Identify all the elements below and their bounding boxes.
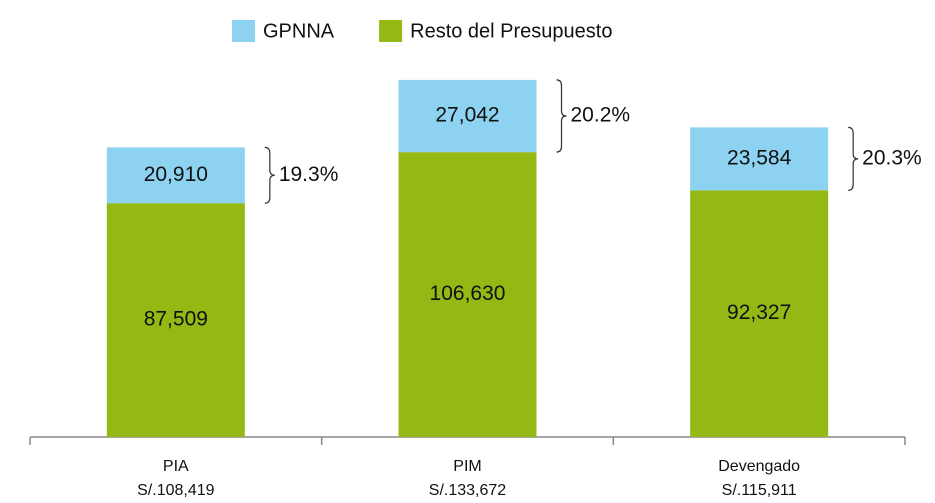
data-label: 27,042 <box>435 104 499 127</box>
data-label: 20,910 <box>144 163 208 186</box>
bar-segment <box>106 203 245 437</box>
bracket <box>556 79 567 153</box>
legend-label: GPNNA <box>263 20 335 42</box>
x-tick-sublabel: S/.115,911 <box>722 482 797 499</box>
x-tick-label: PIA <box>163 458 189 475</box>
x-tick-label: PIM <box>453 458 481 475</box>
x-tick-label: Devengado <box>718 458 800 475</box>
data-label: 23,584 <box>727 146 792 169</box>
annotation: 20.2% <box>571 104 631 127</box>
data-label: 106,630 <box>430 282 506 305</box>
bar-segment <box>398 152 537 437</box>
data-label: 92,327 <box>727 301 791 324</box>
bracket <box>264 146 275 204</box>
x-tick-sublabel: S/.133,672 <box>429 482 507 499</box>
x-tick-sublabel: S/.108,419 <box>137 482 215 499</box>
bar-segment <box>690 127 829 191</box>
data-label: 87,509 <box>144 308 208 331</box>
bar-segment <box>106 147 245 204</box>
legend-swatch <box>379 20 403 42</box>
bar-segment <box>398 79 537 153</box>
legend-label: Resto del Presupuesto <box>410 20 612 42</box>
annotation: 20.3% <box>862 146 922 169</box>
annotation: 19.3% <box>279 163 339 186</box>
bar-segment <box>690 190 829 437</box>
bracket <box>848 126 859 191</box>
legend-swatch <box>232 20 255 42</box>
